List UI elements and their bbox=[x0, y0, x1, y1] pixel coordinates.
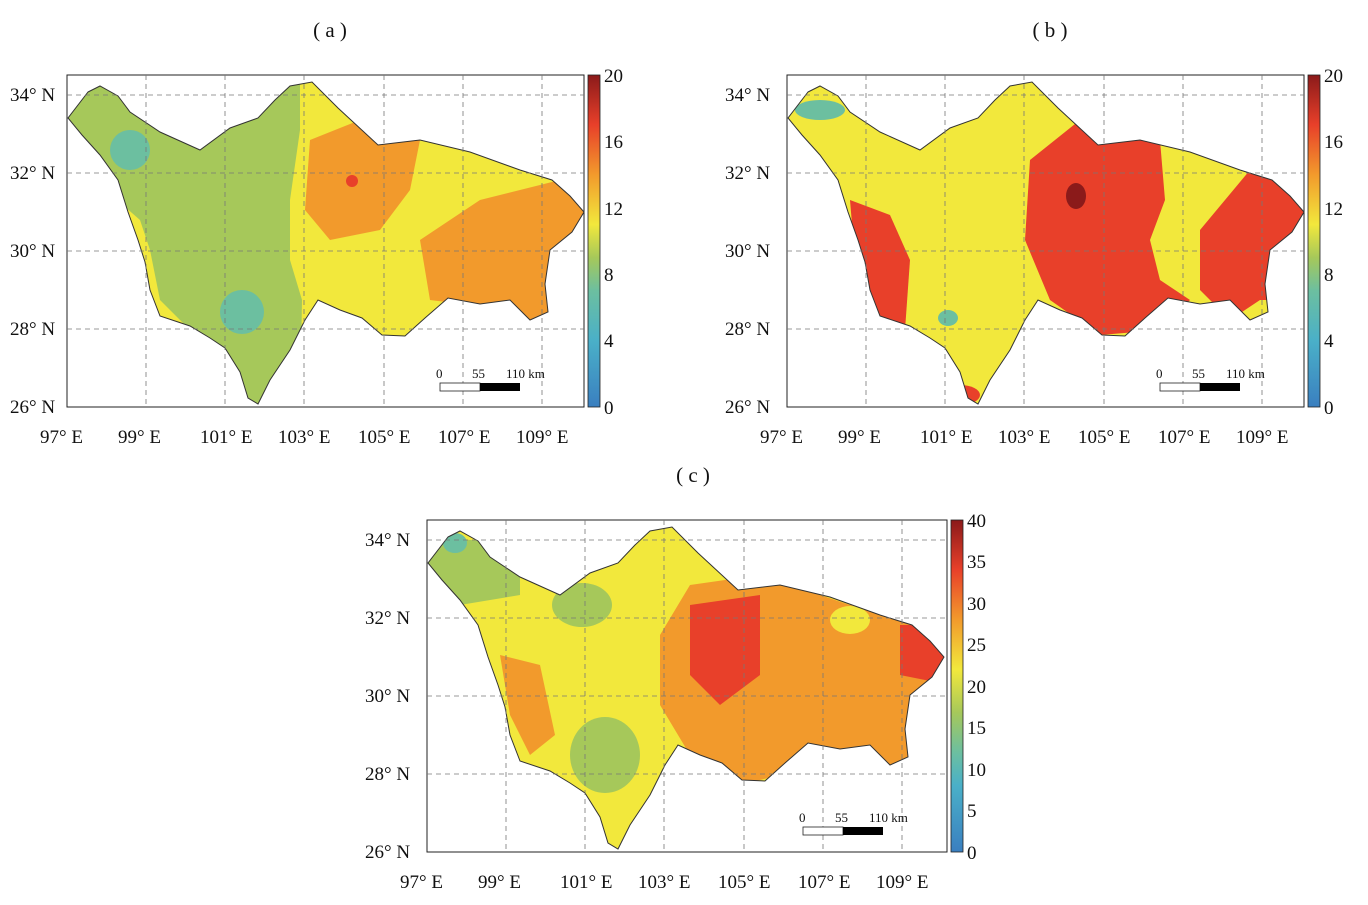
panel-c-scale-110: 110 km bbox=[869, 810, 908, 825]
panel-a-cb-8: 8 bbox=[604, 265, 614, 286]
panel-c-ytick-34: 34° N bbox=[365, 530, 410, 551]
panel-a: ( a ) 34° N bbox=[0, 0, 684, 455]
panel-c-ytick-26: 26° N bbox=[365, 842, 410, 863]
panel-a-xtick-99: 99° E bbox=[118, 427, 161, 448]
panel-a-map: 34° N 32° N 30° N 28° N 26° N 97° E 99° … bbox=[10, 66, 623, 448]
panel-c-ytick-30: 30° N bbox=[365, 686, 410, 707]
panel-a-cb-16: 16 bbox=[604, 132, 623, 153]
panel-b-ytick-32: 32° N bbox=[725, 163, 770, 184]
panel-c-cb-0: 0 bbox=[967, 843, 977, 864]
panel-a-ytick-34: 34° N bbox=[10, 85, 55, 106]
panel-c-xtick-97: 97° E bbox=[400, 872, 443, 893]
panel-b-xtick-105: 105° E bbox=[1078, 427, 1130, 448]
panel-c-scale-bar: 0 55 110 km bbox=[799, 810, 908, 836]
panel-b-xtick-97: 97° E bbox=[760, 427, 803, 448]
panel-b-ytick-34: 34° N bbox=[725, 85, 770, 106]
panel-a-cb-4: 4 bbox=[604, 331, 614, 352]
panel-c-xtick-101: 101° E bbox=[560, 872, 612, 893]
panel-c-xtick-109: 109° E bbox=[876, 872, 928, 893]
panel-b-xtick-103: 103° E bbox=[998, 427, 1050, 448]
panel-c-cb-20: 20 bbox=[967, 677, 986, 698]
panel-b: ( b ) 34° N 32° N 30° N 28° N 26° N bbox=[720, 0, 1368, 455]
panel-c-ytick-32: 32° N bbox=[365, 608, 410, 629]
panel-c-cb-25: 25 bbox=[967, 635, 986, 656]
panel-a-cb-12: 12 bbox=[604, 199, 623, 220]
panel-b-map: 34° N 32° N 30° N 28° N 26° N 97° E 99° … bbox=[725, 66, 1343, 448]
panel-c-scale-0: 0 bbox=[799, 810, 806, 825]
panel-c-xtick-103: 103° E bbox=[638, 872, 690, 893]
panel-c-gridlines bbox=[427, 520, 947, 852]
panel-c-scale-55: 55 bbox=[835, 810, 848, 825]
panel-b-cb-16: 16 bbox=[1324, 132, 1343, 153]
panel-c-title: ( c ) bbox=[676, 463, 710, 487]
panel-a-ytick-32: 32° N bbox=[10, 163, 55, 184]
panel-c: ( c ) bbox=[360, 455, 1040, 905]
panel-b-scale-110: 110 km bbox=[1226, 366, 1265, 381]
panel-a-xtick-103: 103° E bbox=[278, 427, 330, 448]
panel-b-cb-12: 12 bbox=[1324, 199, 1343, 220]
panel-c-cb-40: 40 bbox=[967, 511, 986, 532]
panel-b-title: ( b ) bbox=[1032, 18, 1068, 42]
panel-b-ytick-28: 28° N bbox=[725, 319, 770, 340]
panel-b-fields bbox=[788, 82, 1304, 404]
panel-a-xtick-101: 101° E bbox=[200, 427, 252, 448]
panel-b-xtick-109: 109° E bbox=[1236, 427, 1288, 448]
panel-b-xtick-99: 99° E bbox=[838, 427, 881, 448]
panel-c-map: 34° N 32° N 30° N 28° N 26° N 97° E 99° … bbox=[365, 511, 986, 893]
panel-c-cb-15: 15 bbox=[967, 718, 986, 739]
panel-b-xtick-101: 101° E bbox=[920, 427, 972, 448]
panel-a-ytick-26: 26° N bbox=[10, 397, 55, 418]
panel-a-colorbar bbox=[587, 74, 601, 408]
panel-b-cb-8: 8 bbox=[1324, 265, 1334, 286]
panel-a-fields bbox=[68, 82, 584, 404]
panel-a-scale-bar: 0 55 110 km bbox=[436, 366, 545, 392]
panel-a-scale-55: 55 bbox=[472, 366, 485, 381]
panel-a-title: ( a ) bbox=[313, 18, 347, 42]
panel-b-ytick-26: 26° N bbox=[725, 397, 770, 418]
panel-a-xtick-97: 97° E bbox=[40, 427, 83, 448]
panel-a-xtick-107: 107° E bbox=[438, 427, 490, 448]
panel-a-ytick-30: 30° N bbox=[10, 241, 55, 262]
panel-b-cb-0: 0 bbox=[1324, 398, 1334, 419]
panel-c-colorbar bbox=[950, 519, 964, 853]
panel-a-frame bbox=[66, 74, 585, 408]
panel-b-scale-0: 0 bbox=[1156, 366, 1163, 381]
panel-c-cb-30: 30 bbox=[967, 594, 986, 615]
panel-c-cb-5: 5 bbox=[967, 801, 977, 822]
panel-b-cb-4: 4 bbox=[1324, 331, 1334, 352]
panel-a-xtick-109: 109° E bbox=[516, 427, 568, 448]
panel-a-cb-0: 0 bbox=[604, 398, 614, 419]
panel-a-cb-20: 20 bbox=[604, 66, 623, 87]
panel-b-xtick-107: 107° E bbox=[1158, 427, 1210, 448]
panel-a-xtick-105: 105° E bbox=[358, 427, 410, 448]
panel-c-ytick-28: 28° N bbox=[365, 764, 410, 785]
panel-b-cb-20: 20 bbox=[1324, 66, 1343, 87]
panel-c-cb-10: 10 bbox=[967, 760, 986, 781]
panel-c-frame bbox=[426, 519, 948, 853]
panel-a-scale-0: 0 bbox=[436, 366, 443, 381]
panel-b-colorbar bbox=[1307, 74, 1321, 408]
panel-c-xtick-107: 107° E bbox=[798, 872, 850, 893]
panel-a-ytick-28: 28° N bbox=[10, 319, 55, 340]
panel-b-frame bbox=[786, 74, 1305, 408]
panel-c-xtick-99: 99° E bbox=[478, 872, 521, 893]
panel-b-gridlines bbox=[787, 75, 1304, 407]
panel-b-ytick-30: 30° N bbox=[725, 241, 770, 262]
panel-a-scale-110: 110 km bbox=[506, 366, 545, 381]
panel-c-cb-35: 35 bbox=[967, 552, 986, 573]
panel-c-xtick-105: 105° E bbox=[718, 872, 770, 893]
panel-a-gridlines bbox=[67, 75, 584, 407]
panel-b-scale-55: 55 bbox=[1192, 366, 1205, 381]
panel-c-fields bbox=[428, 527, 944, 849]
panel-b-scale-bar: 0 55 110 km bbox=[1156, 366, 1265, 392]
